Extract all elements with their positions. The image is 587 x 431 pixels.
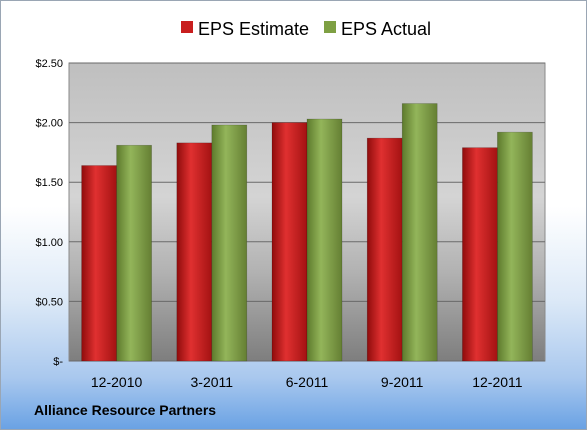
bar-actual [211,124,248,362]
y-tick-label: $1.50 [35,177,63,189]
bar-actual [497,131,533,362]
x-category-label: 6-2011 [286,374,329,390]
bar-estimate [176,142,213,362]
y-tick-label: $1.00 [35,237,63,249]
x-category-label: 12-2011 [472,374,523,390]
x-category-label: 9-2011 [381,374,424,390]
y-tick-label: $- [53,356,63,368]
bar-actual [116,144,152,362]
legend: EPS Estimate EPS Actual [181,19,431,39]
y-axis-ticks: $- $0.50 $1.00 $1.50 $2.00 $2.50 [35,58,63,368]
bar-estimate [462,147,498,362]
y-tick-label: $2.50 [35,58,63,70]
bar-estimate [271,122,308,362]
bar-actual [401,103,438,362]
bars [81,103,533,362]
x-axis-categories: 12-2010 3-2011 6-2011 9-2011 12-2011 [91,374,523,390]
legend-label: EPS Estimate [198,19,309,39]
company-name: Alliance Resource Partners [34,402,217,418]
bar-estimate [366,137,403,362]
legend-swatch-estimate [181,21,193,33]
x-category-label: 3-2011 [191,374,234,390]
bar-actual [306,118,343,362]
y-tick-label: $2.00 [35,118,63,130]
legend-swatch-actual [324,21,336,33]
x-category-label: 12-2010 [91,374,143,390]
bar-estimate [81,165,117,362]
legend-label: EPS Actual [341,19,431,39]
y-tick-label: $0.50 [35,296,63,308]
